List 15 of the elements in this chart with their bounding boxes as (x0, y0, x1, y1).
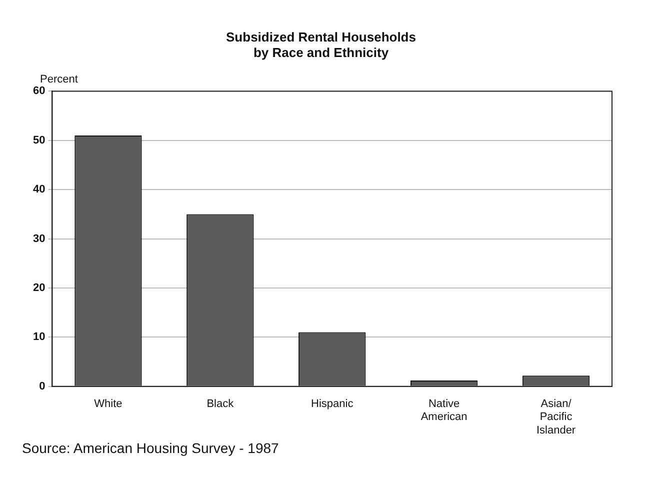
y-tick-label: 20 (32, 282, 46, 294)
x-tick-label: Black (206, 398, 234, 410)
y-axis-title: Percent (40, 74, 78, 86)
y-tick-label: 30 (32, 232, 46, 245)
chart-title: Subsidized Rental Households by Race and Ethnicity (226, 29, 416, 60)
y-tick-label: 0 (39, 380, 46, 392)
x-tick-label: Asian/ Pacific Islander (536, 398, 576, 436)
y-tick-label: 60 (32, 85, 46, 98)
y-tick-label: 10 (32, 331, 46, 344)
source-note: Source: American Housing Survey - 1987 (22, 440, 279, 456)
y-tick-label: 40 (32, 184, 46, 196)
y-tick-label: 50 (32, 134, 46, 146)
x-tick-label: Hispanic (311, 398, 354, 410)
x-tick-label: Native American (420, 398, 468, 424)
x-tick-label: White (94, 398, 122, 410)
